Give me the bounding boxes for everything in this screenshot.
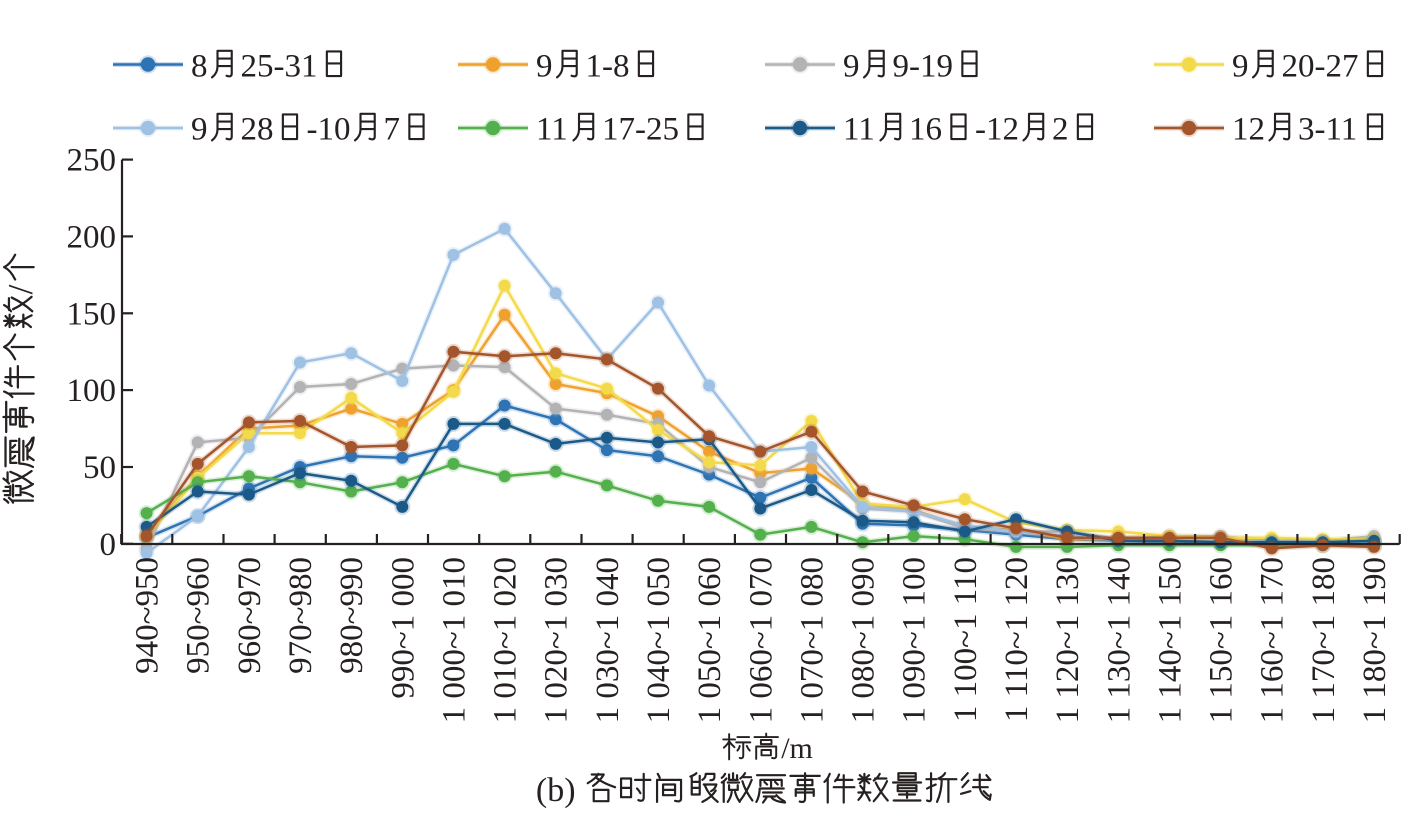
svg-text:200: 200 — [67, 219, 117, 255]
svg-text:100: 100 — [67, 373, 117, 409]
svg-text:1 020~1 030: 1 020~1 030 — [539, 557, 575, 723]
svg-text:9: 9 — [191, 112, 208, 148]
svg-text:1 180~1 190: 1 180~1 190 — [1357, 557, 1393, 723]
svg-text:960~970: 960~970 — [232, 557, 268, 674]
svg-text:(b): (b) — [536, 772, 576, 809]
svg-text:990~1 000: 990~1 000 — [385, 557, 421, 699]
svg-text:1 140~1 150: 1 140~1 150 — [1152, 557, 1188, 723]
svg-text:1 090~1 100: 1 090~1 100 — [897, 557, 933, 723]
svg-text:1 130~1 140: 1 130~1 140 — [1101, 557, 1137, 723]
svg-text:1 050~1 060: 1 050~1 060 — [692, 557, 728, 723]
svg-text:7: 7 — [384, 112, 401, 148]
svg-text:1 070~1 080: 1 070~1 080 — [794, 557, 830, 723]
svg-text:16: 16 — [909, 112, 942, 148]
svg-text:3-11: 3-11 — [1298, 112, 1357, 148]
svg-text:1 160~1 170: 1 160~1 170 — [1255, 557, 1291, 723]
svg-text:/: / — [1, 284, 40, 294]
svg-text:1 000~1 010: 1 000~1 010 — [436, 557, 472, 723]
svg-text:-10: -10 — [307, 112, 351, 148]
svg-text:9-19: 9-19 — [893, 49, 954, 85]
svg-text:1 100~1 110: 1 100~1 110 — [948, 557, 984, 722]
svg-text:150: 150 — [67, 296, 117, 332]
svg-text:980~990: 980~990 — [334, 557, 370, 674]
svg-text:1 120~1 130: 1 120~1 130 — [1050, 557, 1086, 723]
svg-text:0: 0 — [100, 527, 117, 563]
svg-text:9: 9 — [536, 49, 553, 85]
svg-text:1 040~1 050: 1 040~1 050 — [641, 557, 677, 723]
svg-text:-12: -12 — [975, 112, 1019, 148]
svg-text:950~960: 950~960 — [181, 557, 217, 674]
svg-text:1 030~1 040: 1 030~1 040 — [590, 557, 626, 723]
svg-text:1 080~1 090: 1 080~1 090 — [846, 557, 882, 723]
svg-text:/m: /m — [781, 732, 813, 765]
svg-text:250: 250 — [67, 143, 117, 179]
svg-text:9: 9 — [843, 49, 860, 85]
svg-text:1 010~1 020: 1 010~1 020 — [488, 557, 524, 723]
svg-text:20-27: 20-27 — [1282, 49, 1359, 85]
svg-text:11: 11 — [536, 112, 568, 148]
svg-text:17-25: 17-25 — [602, 112, 679, 148]
svg-text:940~950: 940~950 — [130, 557, 166, 674]
svg-text:1 150~1 160: 1 150~1 160 — [1204, 557, 1240, 723]
svg-text:11: 11 — [843, 112, 875, 148]
svg-text:25-31: 25-31 — [241, 49, 318, 85]
svg-text:12: 12 — [1232, 112, 1265, 148]
svg-text:1 110~1 120: 1 110~1 120 — [999, 557, 1035, 722]
svg-text:1 170~1 180: 1 170~1 180 — [1306, 557, 1342, 723]
svg-text:970~980: 970~980 — [283, 557, 319, 674]
svg-text:50: 50 — [83, 450, 116, 486]
svg-text:28: 28 — [241, 112, 274, 148]
svg-text:9: 9 — [1232, 49, 1249, 85]
svg-text:1 060~1 070: 1 060~1 070 — [743, 557, 779, 723]
svg-text:2: 2 — [1052, 112, 1069, 148]
svg-text:8: 8 — [191, 49, 208, 85]
svg-text:1-8: 1-8 — [586, 49, 630, 85]
